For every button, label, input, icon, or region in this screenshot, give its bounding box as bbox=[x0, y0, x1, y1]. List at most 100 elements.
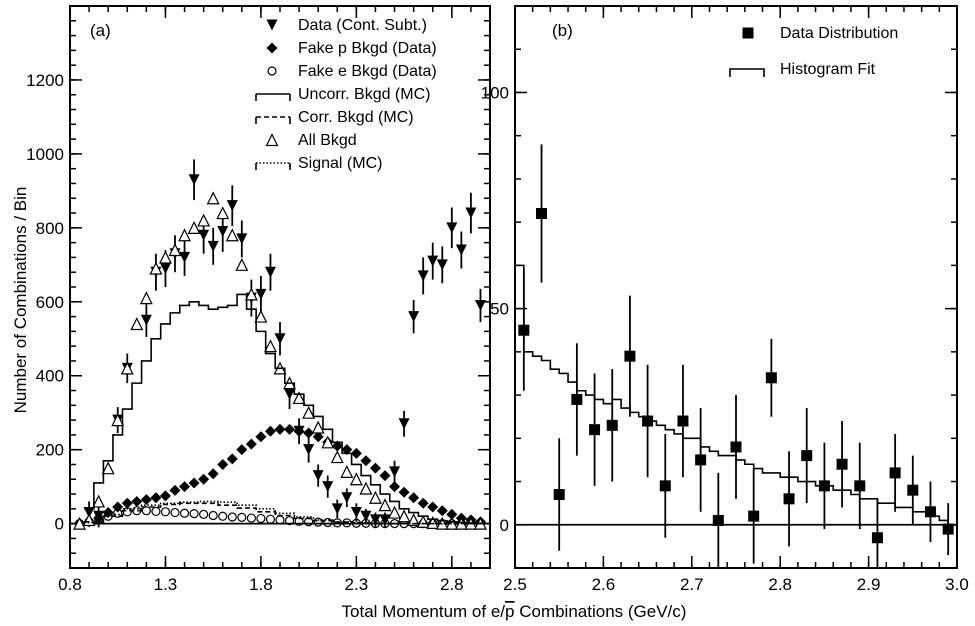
y-tick-label: 100 bbox=[481, 83, 509, 102]
series-0-marker bbox=[398, 418, 410, 430]
series-3-marker bbox=[73, 516, 87, 530]
series-0-marker bbox=[474, 299, 486, 311]
series-3-marker bbox=[149, 261, 163, 275]
series-0-marker bbox=[571, 393, 583, 405]
series-3-marker bbox=[311, 420, 325, 434]
series-3-marker bbox=[388, 505, 402, 519]
series-3-marker bbox=[378, 498, 392, 512]
legend-label: Data Distribution bbox=[780, 25, 898, 42]
series-3-marker bbox=[292, 391, 306, 405]
series-0-marker bbox=[236, 233, 248, 245]
y-tick-label: 200 bbox=[36, 441, 64, 460]
series-0-marker bbox=[341, 492, 353, 504]
series-1-marker bbox=[245, 438, 257, 450]
legend-label: Corr. Bkgd (MC) bbox=[298, 109, 414, 126]
series-0-marker bbox=[907, 484, 919, 496]
panel-tag: (a) bbox=[90, 21, 111, 40]
series-2-marker bbox=[332, 518, 342, 528]
y-tick-label: 50 bbox=[490, 300, 509, 319]
series-0-marker bbox=[553, 489, 565, 501]
series-2-marker bbox=[170, 507, 180, 518]
series-2-marker bbox=[141, 506, 151, 516]
panel-frame bbox=[514, 5, 958, 569]
series-0-marker bbox=[427, 255, 439, 267]
series-0-marker bbox=[264, 266, 276, 278]
series-1-marker bbox=[369, 462, 381, 474]
series-1-marker bbox=[121, 497, 133, 509]
series-legend-5-marker bbox=[265, 133, 279, 147]
legend: Data (Cont. Subt.) Fake p Bkgd (Data) Fake… bbox=[255, 17, 437, 172]
series-3-marker bbox=[139, 291, 153, 305]
series-0-marker bbox=[624, 350, 636, 362]
plot-area bbox=[515, 144, 957, 568]
x-tick-label: 1.8 bbox=[249, 575, 273, 594]
series-2-marker bbox=[323, 517, 333, 528]
series-0-marker bbox=[677, 415, 689, 427]
series-1-marker bbox=[417, 497, 429, 509]
series-0-marker bbox=[179, 251, 191, 263]
series-0-marker bbox=[889, 467, 901, 479]
series-1-marker bbox=[217, 458, 229, 470]
series-3-marker bbox=[197, 213, 211, 227]
series-0-marker bbox=[536, 208, 548, 220]
series-3-marker bbox=[168, 243, 182, 257]
series-2-marker bbox=[256, 513, 266, 524]
series-0-marker bbox=[83, 507, 95, 519]
series-2-marker bbox=[208, 510, 218, 521]
series-0-marker bbox=[217, 226, 229, 238]
series-0-marker bbox=[274, 333, 286, 345]
panel-frame bbox=[69, 5, 491, 569]
series-5-step bbox=[84, 502, 486, 525]
series-1-marker bbox=[226, 453, 238, 465]
series-legend-0-marker bbox=[266, 19, 278, 31]
y-tick-label: 400 bbox=[36, 367, 64, 386]
legend: Data Distribution Histogram Fit bbox=[729, 25, 898, 78]
y-tick-label: 600 bbox=[36, 293, 64, 312]
series-3-marker bbox=[216, 206, 230, 220]
series-3-marker bbox=[330, 450, 344, 464]
series-0-marker bbox=[465, 207, 477, 219]
x-axis-label-suffix: Combinations (GeV/c) bbox=[514, 602, 686, 621]
series-2-marker bbox=[284, 516, 295, 526]
x-axis-label: Total Momentum of e/p Combinations (GeV/… bbox=[342, 602, 687, 621]
series-1-marker bbox=[207, 468, 219, 480]
series-0-marker bbox=[417, 270, 429, 282]
legend-label: All Bkgd bbox=[298, 132, 357, 149]
series-3-marker bbox=[254, 309, 268, 323]
series-3-marker bbox=[120, 361, 134, 375]
series-1-marker bbox=[389, 481, 401, 493]
series-1-marker bbox=[341, 444, 353, 456]
series-0-marker bbox=[589, 424, 601, 436]
series-1-marker bbox=[264, 425, 276, 437]
series-3-marker bbox=[263, 339, 277, 353]
series-2-marker bbox=[227, 512, 237, 522]
series-0-marker bbox=[350, 507, 362, 519]
y-tick-label: 1000 bbox=[26, 145, 64, 164]
series-3-marker bbox=[187, 221, 201, 234]
series-1-marker bbox=[150, 492, 162, 504]
series-3-marker bbox=[302, 405, 316, 419]
series-0-marker bbox=[322, 481, 334, 493]
series-1-marker bbox=[408, 492, 420, 504]
y-axis-label: Number of Combinations / Bin bbox=[11, 187, 30, 414]
series-0-marker bbox=[942, 523, 954, 535]
plot-area bbox=[73, 159, 487, 530]
series-1-marker bbox=[159, 490, 171, 502]
series-0-marker bbox=[312, 470, 324, 482]
series-3-marker bbox=[101, 461, 115, 475]
y-tick-label: 0 bbox=[55, 515, 64, 534]
series-0-marker bbox=[303, 444, 315, 456]
series-3-marker bbox=[158, 250, 172, 264]
series-1-marker bbox=[131, 495, 143, 507]
series-3-marker bbox=[416, 514, 430, 528]
series-1-marker bbox=[446, 508, 458, 520]
series-1-marker bbox=[140, 494, 152, 506]
series-0-marker bbox=[389, 466, 401, 478]
series-1-marker bbox=[169, 484, 181, 496]
series-legend-0-marker bbox=[742, 27, 754, 39]
series-0-marker bbox=[455, 244, 467, 256]
series-0-marker bbox=[730, 441, 742, 453]
series-3-marker bbox=[349, 472, 363, 486]
series-1-marker bbox=[350, 447, 362, 459]
series-1-marker bbox=[293, 425, 305, 437]
